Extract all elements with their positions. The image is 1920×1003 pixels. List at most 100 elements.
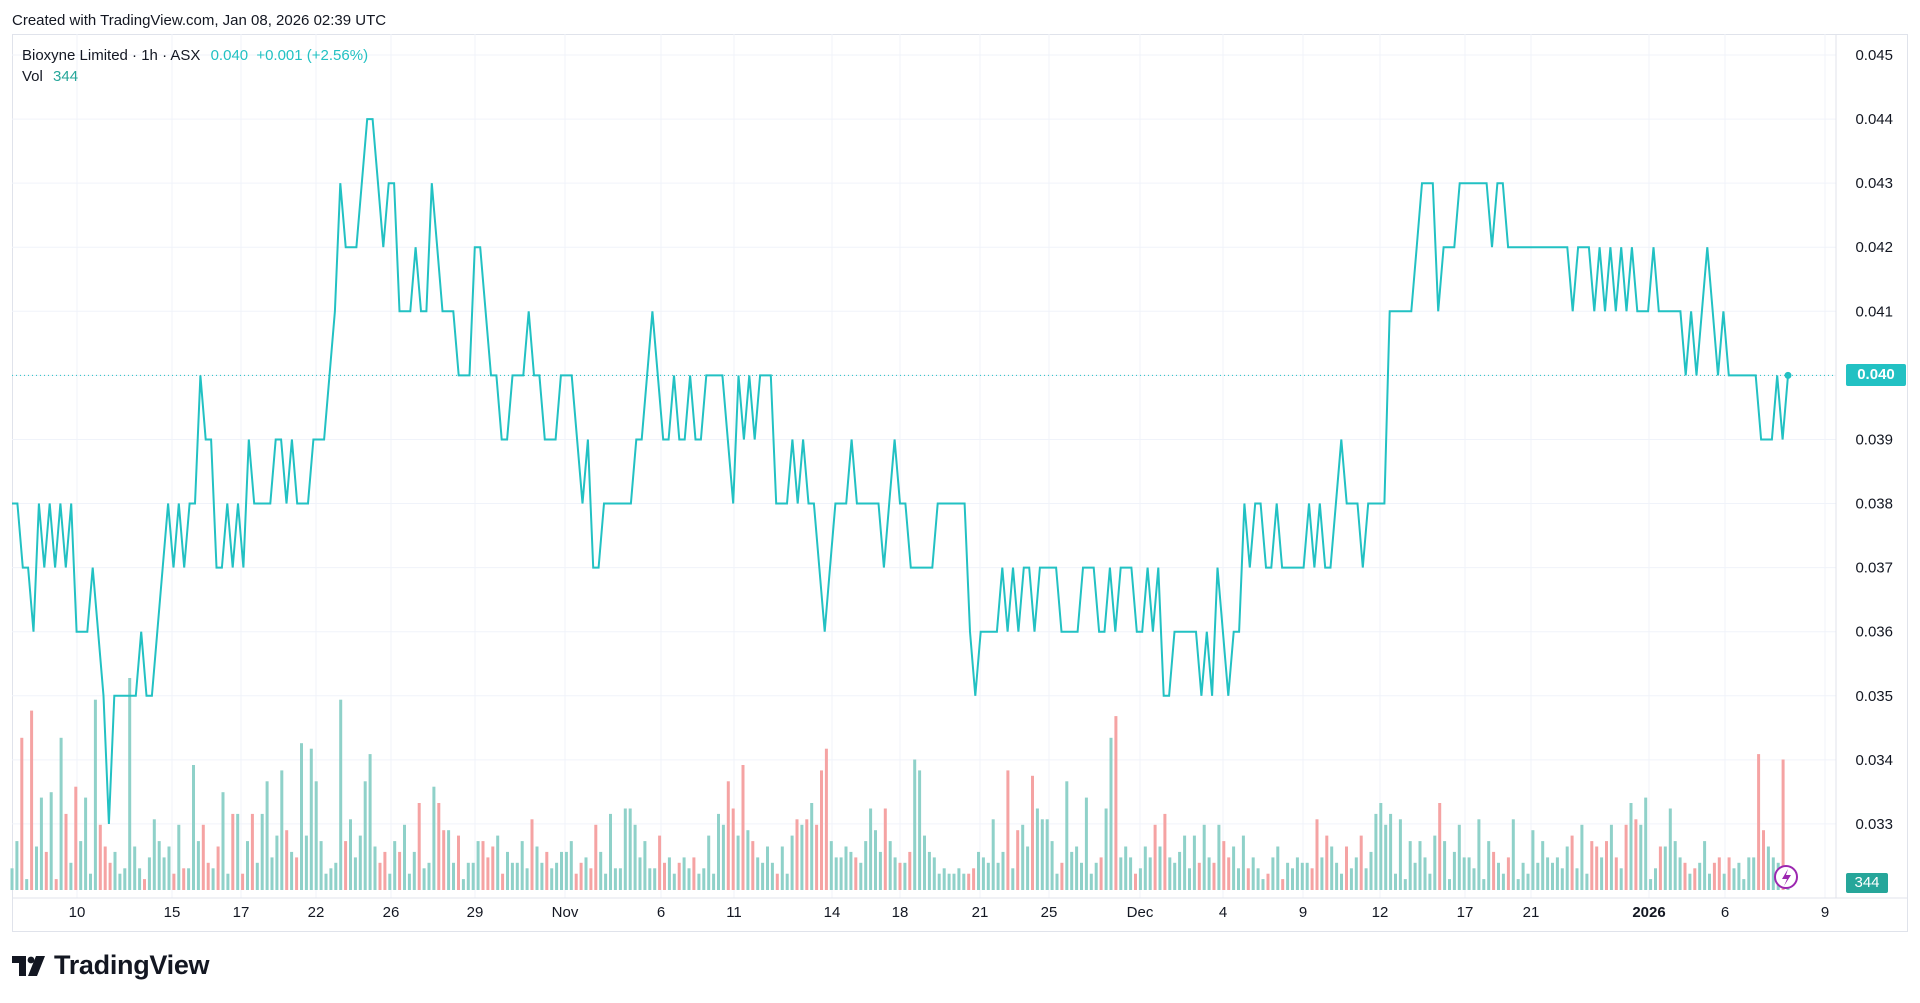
x-tick-label: 21 [1523, 904, 1540, 921]
volume-bar [1084, 797, 1088, 890]
volume-bar [1595, 846, 1599, 890]
volume-bar [1585, 873, 1589, 890]
volume-bar [192, 765, 195, 890]
volume-bar [790, 835, 794, 890]
volume-bar [1295, 857, 1299, 890]
volume-bar [1315, 819, 1319, 890]
volume-bar [25, 879, 29, 890]
volume-bar [604, 873, 608, 890]
volume-bar [854, 857, 858, 890]
volume-label: Vol [22, 68, 43, 85]
volume-bar [849, 851, 853, 890]
volume-bar [878, 851, 882, 890]
snapshot-icon[interactable] [1774, 865, 1798, 889]
volume-bar [172, 873, 176, 890]
volume-bar [1624, 824, 1628, 890]
volume-bar [927, 851, 931, 890]
volume-bar [20, 737, 24, 890]
volume-bar [69, 862, 73, 890]
volume-bar [1227, 857, 1231, 890]
volume-bar [1330, 846, 1334, 890]
volume-bar [216, 846, 220, 890]
volume-bar [1065, 781, 1069, 890]
volume-bar [1605, 841, 1608, 890]
volume-bar [702, 868, 706, 890]
volume-bar [481, 841, 485, 890]
volume-bar [1516, 879, 1520, 890]
volume-bar [962, 873, 966, 890]
volume-bar [442, 830, 446, 890]
volume-bar [1109, 737, 1113, 890]
volume-bar [89, 873, 92, 890]
volume-bar [967, 873, 971, 890]
volume-bar [353, 857, 357, 890]
volume-bar [44, 851, 48, 890]
volume-bar [133, 846, 137, 890]
volume-bar [358, 835, 362, 890]
volume-bar [35, 846, 38, 890]
volume-bar [1771, 857, 1775, 890]
volume-bar [1050, 841, 1054, 890]
volume-bar [913, 759, 917, 890]
volume-legend[interactable]: Vol 344 [22, 68, 78, 85]
x-tick-label: 17 [1457, 904, 1474, 921]
volume-bar [123, 868, 127, 890]
volume-bar [908, 851, 912, 890]
volume-bar [1080, 862, 1083, 890]
volume-bar [1752, 857, 1756, 890]
volume-bar [290, 851, 294, 890]
volume-bar [1452, 851, 1456, 890]
volume-bar [1011, 868, 1015, 890]
volume-bar [613, 868, 617, 890]
volume-bar [648, 868, 652, 890]
price-line [12, 118, 1789, 824]
x-tick-label: 14 [824, 904, 841, 921]
volume-bar [775, 873, 779, 890]
volume-bar [756, 857, 760, 890]
volume-bar [113, 851, 117, 890]
volume-bar [147, 857, 151, 890]
tradingview-brand[interactable]: TradingView [12, 950, 210, 981]
volume-bar [59, 737, 63, 890]
y-tick-label: 0.041 [1855, 303, 1893, 320]
last-price-dot [1784, 371, 1792, 379]
volume-bar [721, 824, 725, 890]
volume-bar [947, 873, 951, 890]
volume-bar [393, 841, 397, 890]
volume-bar [1070, 851, 1074, 890]
volume-bar [398, 851, 402, 890]
volume-bar [93, 699, 97, 890]
volume-bar [368, 754, 372, 890]
volume-bar [1286, 862, 1290, 890]
volume-bar [1251, 857, 1255, 890]
volume-bar [1217, 824, 1221, 890]
volume-bar [1281, 879, 1285, 890]
volume-bar [1546, 857, 1550, 890]
volume-bar [1271, 857, 1275, 890]
volume-bar [84, 797, 88, 890]
volume-bar [618, 868, 622, 890]
volume-bar [1614, 857, 1618, 890]
volume-bar [1722, 873, 1726, 890]
volume-bar [770, 862, 774, 890]
volume-bar [339, 699, 343, 890]
volume-bar [1555, 857, 1559, 890]
volume-value: 344 [53, 68, 79, 85]
volume-bar [525, 868, 529, 890]
volume-bar [201, 824, 205, 890]
volume-bar [1310, 868, 1314, 890]
volume-bar [805, 819, 809, 890]
volume-bar [1575, 868, 1579, 890]
volume-bar [1212, 862, 1216, 890]
volume-bar [1521, 862, 1525, 890]
symbol-legend[interactable]: Bioxyne Limited · 1h · ASX 0.040 +0.001 … [22, 47, 368, 64]
volume-bar [143, 879, 146, 890]
volume-bar [1428, 873, 1432, 890]
volume-bar [824, 748, 828, 890]
volume-bar [98, 824, 102, 890]
volume-bar [226, 873, 230, 890]
volume-bar [560, 851, 563, 890]
volume-bar [1246, 868, 1250, 890]
y-tick-label: 0.045 [1855, 47, 1893, 64]
